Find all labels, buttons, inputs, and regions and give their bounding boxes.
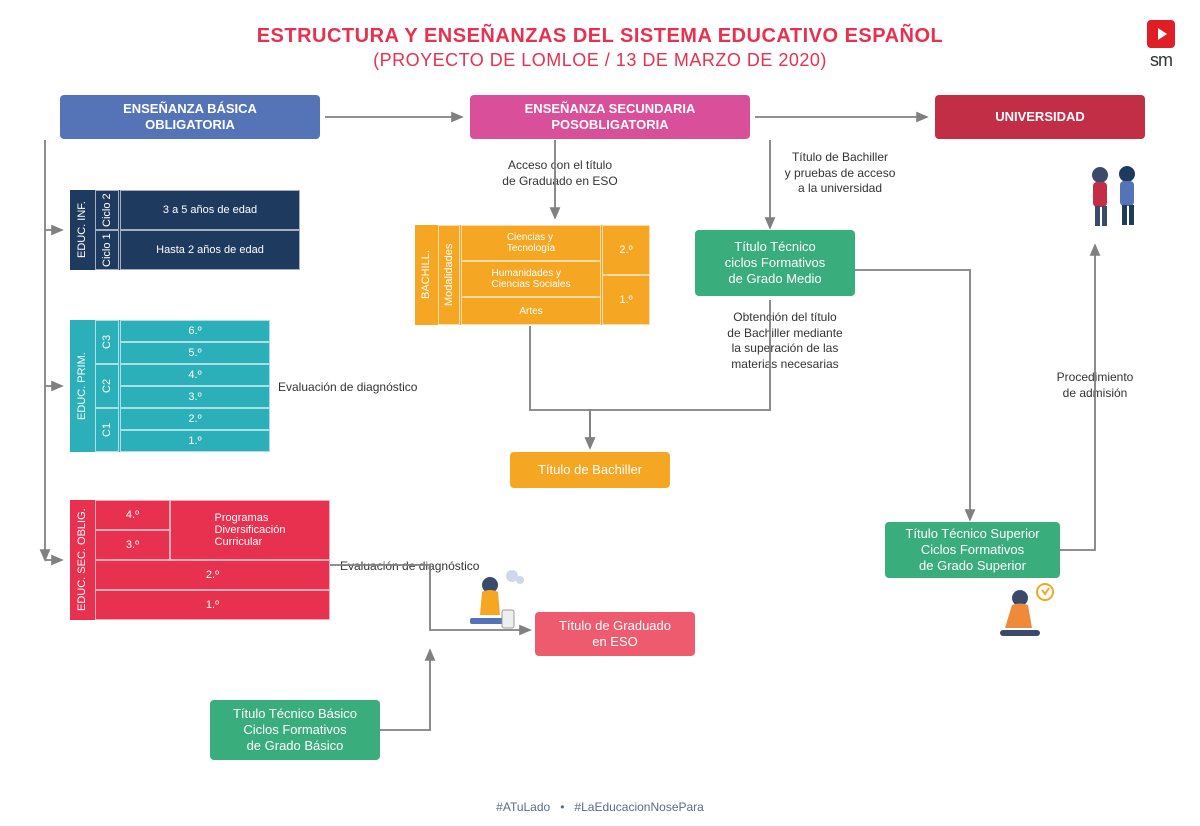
student-reading-icon — [460, 570, 530, 640]
eso-g2: 2.º — [95, 560, 330, 590]
educ-prim-block: EDUC. PRIM. C3 C2 C1 6.º 5.º 4.º 3.º 2.º… — [70, 320, 270, 452]
students-walking-icon — [1075, 160, 1155, 240]
prim-c2: C2 — [95, 364, 119, 408]
eso-note: Evaluación de diagnóstico — [340, 559, 479, 575]
bachill-label: BACHILL. — [415, 225, 437, 325]
eso-g4: 4.º — [95, 500, 170, 530]
prim-g3: 3.º — [120, 386, 270, 408]
bachill-m3: Artes — [461, 297, 601, 325]
header-secundaria: ENSEÑANZA SECUNDARIA POSOBLIGATORIA — [470, 95, 750, 139]
label-obtencion: Obtención del título de Bachiller median… — [700, 310, 870, 372]
bachill-block: BACHILL. Modalidades Ciencias y Tecnolog… — [415, 225, 650, 325]
hashtag-1: #ATuLado — [496, 800, 550, 814]
ciclo2-label: Ciclo 2 — [95, 190, 119, 230]
logo-text: sm — [1150, 50, 1172, 71]
page-title: ESTRUCTURA Y ENSEÑANZAS DEL SISTEMA EDUC… — [0, 25, 1200, 48]
educ-eso-block: EDUC. SEC. OBLIG. 4.º 3.º Programas Dive… — [70, 500, 330, 620]
hashtag-2: #LaEducacionNosePara — [574, 800, 703, 814]
label-bachiller-pruebas: Título de Bachiller y pruebas de acceso … — [760, 150, 920, 197]
eso-g3: 3.º — [95, 530, 170, 560]
bachill-m1: Ciencias y Tecnología — [461, 225, 601, 261]
titulo-graduado-eso: Título de Graduado en ESO — [535, 612, 695, 656]
play-icon — [1147, 20, 1175, 48]
prim-note: Evaluación de diagnóstico — [278, 380, 417, 396]
titulo-tecnico-medio: Título Técnico ciclos Formativos de Grad… — [695, 230, 855, 296]
student-sitting-icon — [990, 580, 1060, 650]
titulo-tecnico-superior: Título Técnico Superior Ciclos Formativo… — [885, 522, 1060, 578]
bachill-mod: Modalidades — [438, 225, 460, 325]
inf-row-2: Hasta 2 años de edad — [120, 230, 300, 270]
titulo-tecnico-basico: Título Técnico Básico Ciclos Formativos … — [210, 700, 380, 760]
label-admision: Procedimiento de admisión — [1030, 370, 1160, 401]
header-universidad: UNIVERSIDAD — [935, 95, 1145, 139]
eso-prog: Programas Diversificación Curricular — [170, 500, 330, 560]
bachill-y1: 1.º — [602, 275, 650, 325]
titulo-bachiller: Título de Bachiller — [510, 452, 670, 488]
header-basica: ENSEÑANZA BÁSICA OBLIGATORIA — [60, 95, 320, 139]
prim-g4: 4.º — [120, 364, 270, 386]
educ-inf-label: EDUC. INF. — [70, 190, 94, 270]
educ-inf-block: EDUC. INF. Ciclo 2 Ciclo 1 3 a 5 años de… — [70, 190, 300, 270]
footer-hashtags: #ATuLado • #LaEducacionNosePara — [0, 800, 1200, 814]
prim-c1: C1 — [95, 408, 119, 452]
label-acceso: Acceso con el título de Graduado en ESO — [480, 158, 640, 189]
prim-g6: 6.º — [120, 320, 270, 342]
prim-g5: 5.º — [120, 342, 270, 364]
prim-g1: 1.º — [120, 430, 270, 452]
educ-eso-label: EDUC. SEC. OBLIG. — [70, 500, 94, 620]
prim-c3: C3 — [95, 320, 119, 364]
sm-logo: sm — [1147, 20, 1175, 71]
ciclo1-label: Ciclo 1 — [95, 230, 119, 270]
prim-g2: 2.º — [120, 408, 270, 430]
educ-prim-label: EDUC. PRIM. — [70, 320, 94, 452]
page-subtitle: (PROYECTO DE LOMLOE / 13 DE MARZO DE 202… — [0, 50, 1200, 71]
bachill-y2: 2.º — [602, 225, 650, 275]
eso-g1: 1.º — [95, 590, 330, 620]
inf-row-1: 3 a 5 años de edad — [120, 190, 300, 230]
bachill-m2: Humanidades y Ciencias Sociales — [461, 261, 601, 297]
